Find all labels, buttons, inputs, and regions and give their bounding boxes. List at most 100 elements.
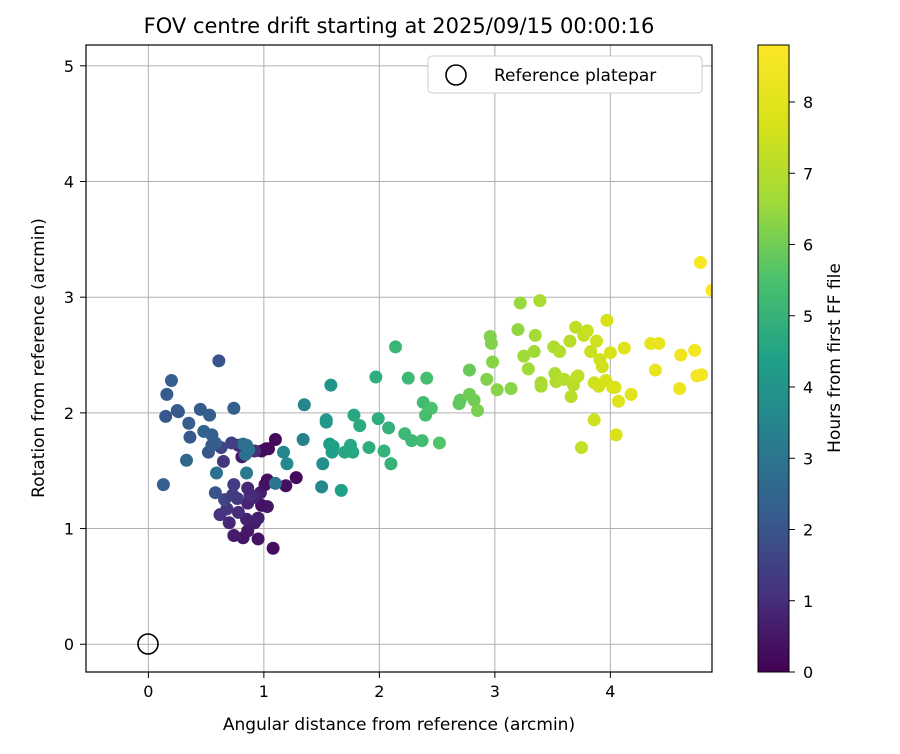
data-point bbox=[533, 294, 547, 308]
data-point bbox=[432, 436, 446, 450]
data-point bbox=[405, 434, 419, 448]
data-point bbox=[504, 382, 518, 396]
data-point bbox=[231, 505, 245, 519]
x-tick-label: 3 bbox=[490, 682, 500, 701]
data-point bbox=[297, 398, 311, 412]
data-point bbox=[353, 419, 367, 433]
data-point bbox=[521, 362, 535, 376]
data-point bbox=[280, 457, 294, 471]
data-point bbox=[389, 340, 403, 354]
data-point bbox=[695, 368, 709, 382]
data-point bbox=[534, 379, 548, 393]
data-point bbox=[316, 457, 330, 471]
data-point bbox=[261, 442, 275, 456]
data-point bbox=[608, 380, 622, 394]
data-point bbox=[227, 528, 241, 542]
data-point bbox=[227, 401, 241, 415]
data-point bbox=[268, 432, 282, 446]
data-point bbox=[603, 346, 617, 360]
data-point bbox=[279, 479, 293, 493]
data-point bbox=[674, 348, 688, 362]
data-point bbox=[277, 445, 291, 459]
data-point bbox=[401, 371, 415, 385]
data-point bbox=[517, 349, 531, 363]
data-point bbox=[569, 320, 583, 334]
data-point bbox=[266, 541, 280, 555]
y-axis-label: Rotation from reference (arcmin) bbox=[29, 218, 49, 498]
data-point bbox=[486, 355, 500, 369]
colorbar-tick-label: 5 bbox=[803, 307, 813, 326]
data-point bbox=[241, 481, 255, 495]
colorbar-tick-label: 4 bbox=[803, 378, 813, 397]
x-axis-label: Angular distance from reference (arcmin) bbox=[223, 715, 575, 735]
data-point bbox=[673, 382, 687, 396]
data-point bbox=[624, 387, 638, 401]
colorbar-tick-label: 6 bbox=[803, 236, 813, 255]
data-point bbox=[480, 372, 494, 386]
data-point bbox=[705, 283, 712, 297]
data-point bbox=[693, 255, 707, 269]
y-tick-label: 0 bbox=[64, 635, 74, 654]
y-tick-label: 4 bbox=[64, 173, 74, 192]
data-point bbox=[324, 378, 338, 392]
data-point bbox=[226, 488, 240, 502]
legend: Reference platepar bbox=[427, 55, 703, 94]
data-point bbox=[553, 345, 567, 359]
data-point bbox=[590, 334, 604, 348]
data-point bbox=[453, 393, 467, 407]
data-point bbox=[268, 476, 282, 490]
data-point bbox=[164, 373, 178, 387]
data-point bbox=[617, 341, 631, 355]
reference-point-marker bbox=[137, 633, 159, 655]
data-point bbox=[251, 511, 265, 525]
data-point bbox=[611, 394, 625, 408]
data-point bbox=[203, 408, 217, 422]
data-point bbox=[595, 360, 609, 374]
data-point bbox=[242, 443, 256, 457]
plot-frame bbox=[85, 44, 713, 673]
y-axis-ticks: 0 1 2 3 4 5 bbox=[64, 57, 86, 654]
data-point bbox=[208, 486, 222, 500]
data-point bbox=[415, 434, 429, 448]
data-point bbox=[652, 336, 666, 350]
data-point bbox=[346, 445, 360, 459]
colorbar-gradient bbox=[757, 44, 790, 673]
data-point bbox=[563, 334, 577, 348]
data-point bbox=[296, 432, 310, 446]
colorbar-tick-label: 0 bbox=[803, 663, 813, 682]
y-tick-label: 1 bbox=[64, 520, 74, 539]
data-point bbox=[183, 430, 197, 444]
colorbar-tick-label: 1 bbox=[803, 592, 813, 611]
data-point bbox=[319, 413, 333, 427]
colorbar-tick-label: 7 bbox=[803, 164, 813, 183]
data-point bbox=[347, 408, 361, 422]
data-point bbox=[205, 428, 219, 442]
data-point bbox=[467, 393, 481, 407]
data-point bbox=[424, 401, 438, 415]
data-point bbox=[216, 454, 230, 468]
data-point bbox=[325, 445, 339, 459]
data-point bbox=[711, 234, 712, 241]
data-point bbox=[159, 409, 173, 423]
legend-box bbox=[427, 55, 703, 94]
colorbar-ticks: 0 1 2 3 4 5 6 7 8 bbox=[789, 93, 813, 682]
x-tick-label: 1 bbox=[259, 682, 269, 701]
data-point bbox=[513, 296, 527, 310]
data-point bbox=[600, 313, 614, 327]
data-point bbox=[212, 354, 226, 368]
x-tick-label: 0 bbox=[143, 682, 153, 701]
colorbar-tick-label: 8 bbox=[803, 93, 813, 112]
data-point bbox=[170, 404, 184, 418]
data-point bbox=[609, 428, 623, 442]
data-point bbox=[251, 532, 265, 546]
legend-label: Reference platepar bbox=[494, 66, 656, 86]
data-point bbox=[587, 413, 601, 427]
data-point bbox=[240, 466, 254, 480]
data-point bbox=[371, 412, 385, 426]
data-point bbox=[490, 383, 504, 397]
data-point bbox=[362, 441, 376, 455]
data-point bbox=[179, 453, 193, 467]
data-point bbox=[222, 516, 236, 530]
data-point bbox=[384, 457, 398, 471]
